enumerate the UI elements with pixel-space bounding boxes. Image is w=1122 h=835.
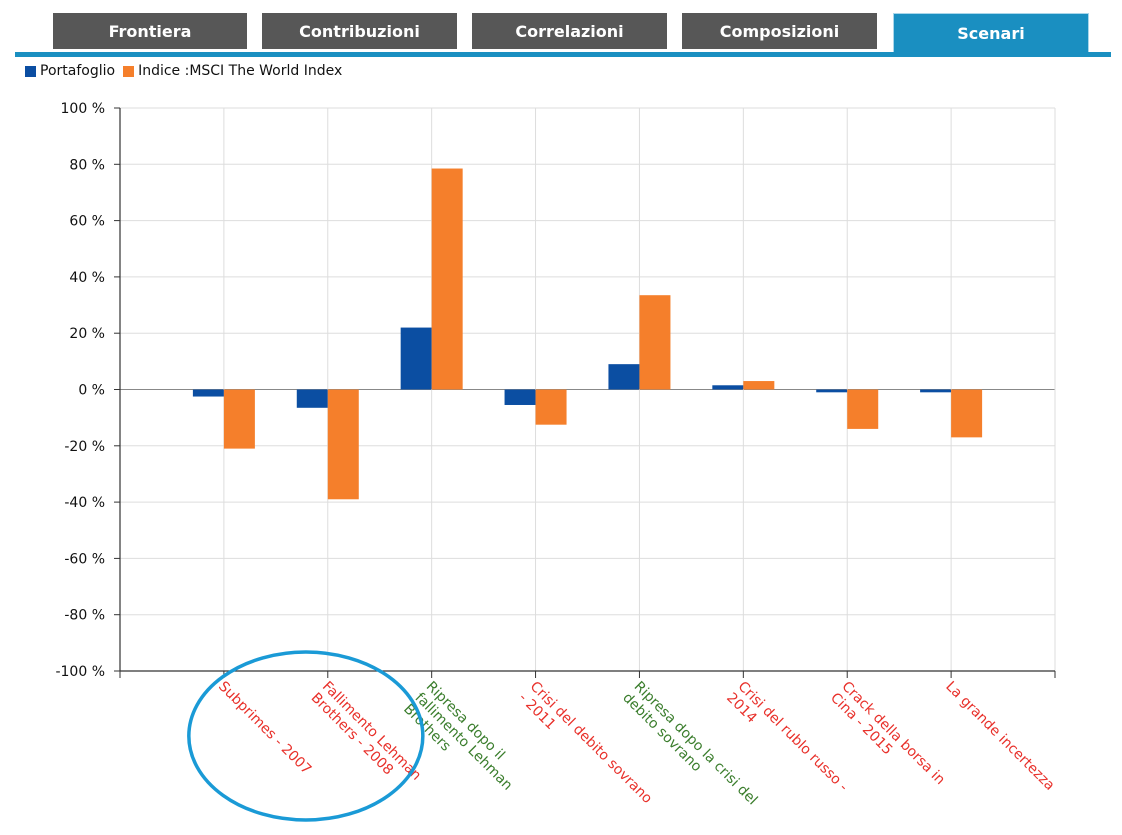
bar-indice [223,389,255,449]
tab-frontiera[interactable]: Frontiera [53,13,247,49]
y-tick-label: 0 % [78,383,105,399]
x-category-label-line: Subprimes - 2007 [215,679,314,778]
legend-swatch-portafoglio [25,65,36,77]
tab-underline [15,52,1111,57]
x-category-label-line: fallimento Lehman [412,690,516,794]
legend-label: Portafoglio [40,63,116,79]
bar-portafoglio [608,364,640,390]
x-category-label: La grande incertezza [942,679,1057,794]
tab-contribuzioni[interactable]: Contribuzioni [262,13,457,49]
legend-swatch-indice [123,65,135,77]
y-tick-label: -20 % [64,439,105,455]
tab-composizioni[interactable]: Composizioni [682,13,877,49]
tab-bar: Frontiera Contribuzioni Correlazioni Com… [0,0,1122,57]
tab-label: Composizioni [719,21,840,41]
x-category-label: Subprimes - 2007 [215,679,314,778]
bar-indice [327,389,359,500]
bar-portafoglio [504,389,536,405]
bar-indice [639,295,671,390]
y-tick-label: -100 % [55,664,105,680]
y-tick-label: 80 % [69,157,105,173]
tab-label: Contribuzioni [299,21,420,41]
bar-indice [431,168,463,390]
legend-label: Indice :MSCI The World Index [138,63,343,79]
bar-indice [847,389,879,429]
x-category-label: Ripresa dopo ilfallimento LehmanBrothers [400,679,527,806]
y-tick-label: 60 % [69,214,105,230]
tab-label: Scenari [957,24,1025,43]
y-tick-label: -40 % [64,495,105,511]
tab-correlazioni[interactable]: Correlazioni [472,13,667,49]
tab-label: Frontiera [108,21,192,41]
legend-item-indice[interactable]: Indice :MSCI The World Index [123,63,342,79]
bar-portafoglio [192,389,224,397]
y-tick-label: -80 % [64,608,105,624]
bar-portafoglio [816,389,848,393]
x-category-label-line: La grande incertezza [942,679,1057,794]
bar-portafoglio [296,389,328,408]
legend-item-portafoglio[interactable]: Portafoglio [25,63,115,79]
y-tick-label: -60 % [64,551,105,567]
y-tick-label: 20 % [69,326,105,342]
tab-label: Correlazioni [515,21,624,41]
chart-legend: Portafoglio Indice :MSCI The World Index [25,63,350,79]
bar-portafoglio [400,327,432,390]
bar-indice [951,389,983,438]
y-tick-label: 40 % [69,270,105,286]
x-category-label-line: Crack della borsa in [838,679,948,789]
tab-scenari[interactable]: Scenari [893,13,1089,53]
bar-indice [743,381,775,390]
bar-portafoglio [712,385,744,390]
bar-indice [535,389,567,425]
annotation-circle [187,650,425,822]
bar-portafoglio [920,389,952,393]
y-tick-label: 100 % [61,101,105,117]
